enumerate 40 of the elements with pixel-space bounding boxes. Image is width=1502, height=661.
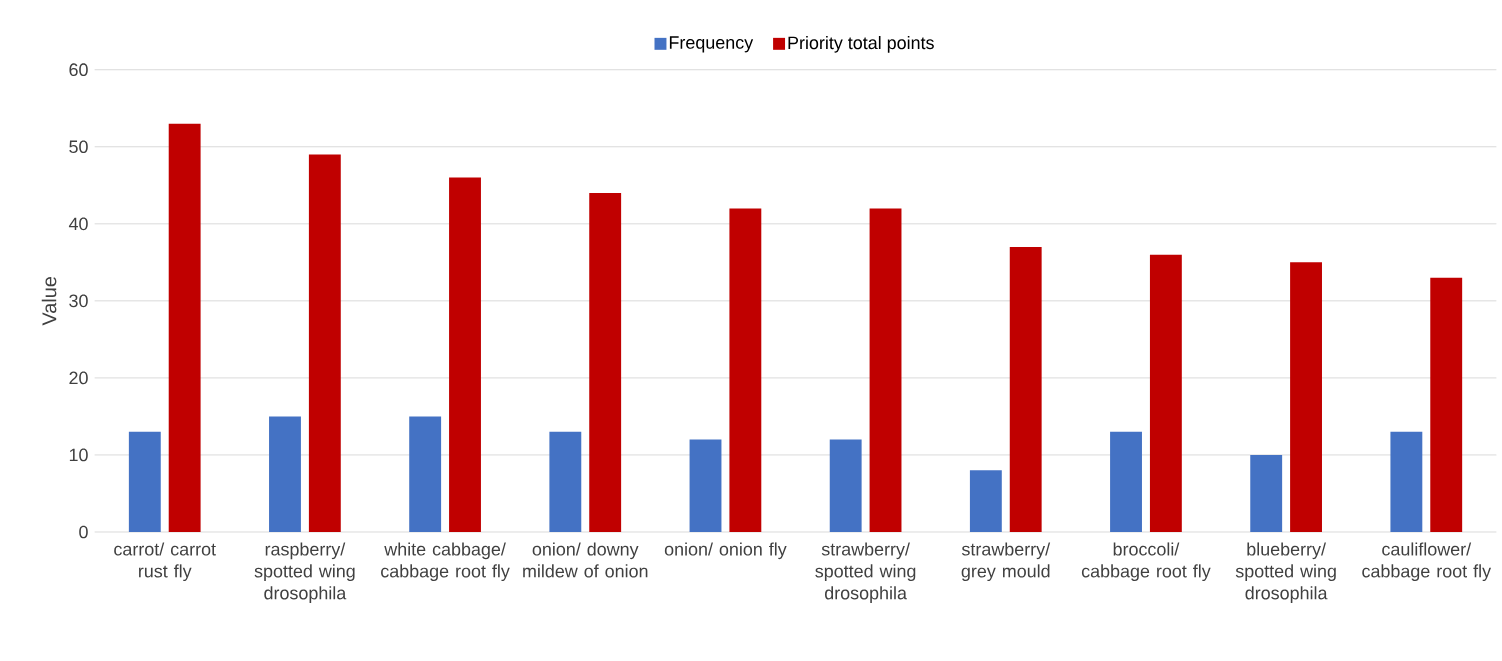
bar: [308, 154, 341, 533]
y-tick-label: 50: [69, 140, 88, 154]
bar: [829, 439, 862, 533]
bar: [589, 193, 622, 533]
y-tick-label: 60: [69, 63, 88, 77]
y-tick-label: 30: [69, 294, 88, 308]
x-tick-label: strawberry/ spotted wing drosophila: [815, 542, 916, 604]
x-tick-label: blueberry/ spotted wing drosophila: [1235, 542, 1336, 604]
y-axis-title: Value: [41, 277, 57, 326]
bar: [1250, 455, 1283, 533]
bar: [409, 416, 442, 533]
bar: [1290, 262, 1322, 533]
bar: [1110, 432, 1142, 533]
y-tick-label: 10: [69, 448, 88, 462]
legend-label: Frequency: [669, 36, 754, 53]
x-tick-label: raspberry/ spotted wing drosophila: [254, 542, 355, 604]
x-tick-label: broccoli/ cabbage root fly: [1081, 542, 1211, 582]
bar: [1390, 432, 1423, 533]
bar: [168, 123, 201, 533]
y-tick-label: 20: [69, 371, 88, 385]
bar: [969, 470, 1002, 533]
bar: [128, 432, 161, 533]
bar: [729, 208, 762, 533]
bar: [1149, 254, 1182, 533]
bar: [269, 416, 301, 533]
x-tick-label: cauliflower/ cabbage root fly: [1362, 542, 1492, 582]
bar: [549, 432, 582, 533]
y-tick-label: 40: [68, 217, 88, 231]
bar: [449, 177, 481, 533]
x-tick-label: onion/ onion fly: [664, 542, 787, 560]
legend-label: Priority total points: [788, 36, 934, 53]
x-tick-label: onion/ downy mildew of onion: [523, 542, 648, 578]
bar: [1430, 278, 1463, 533]
bar: [1009, 247, 1042, 533]
x-tick-label: carrot/ carrot rust fly: [114, 542, 216, 582]
x-tick-label: white cabbage/ cabbage root fly: [381, 542, 510, 582]
bar: [869, 208, 902, 533]
y-tick-label: 0: [79, 525, 88, 539]
bar: [689, 439, 722, 533]
x-tick-label: strawberry/ grey mould: [961, 542, 1051, 582]
